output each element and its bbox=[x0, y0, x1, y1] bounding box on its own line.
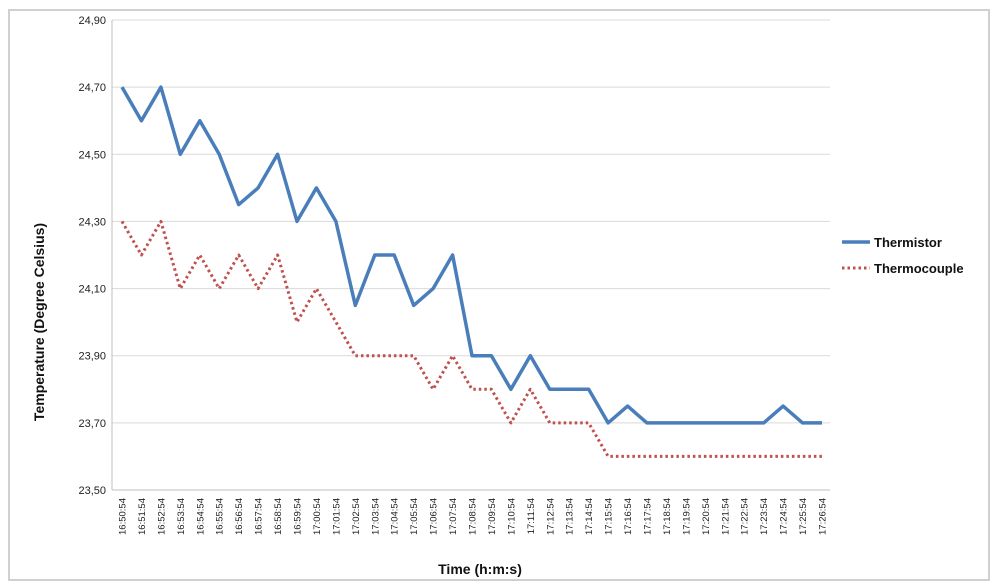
series-line-thermistor bbox=[120, 85, 822, 425]
y-axis-ticks: 23,50 23,70 23,90 24,10 24,30 24,50 24,70 24,90 bbox=[78, 15, 106, 497]
x-tick-label: 17:09:54 bbox=[487, 498, 498, 535]
x-tick-label: 17:26:54 bbox=[818, 498, 829, 535]
series-line-thermocouple bbox=[120, 219, 822, 458]
y-tick-label: 24,30 bbox=[78, 216, 106, 228]
x-tick-label: 17:06:54 bbox=[429, 498, 440, 535]
x-tick-label: 17:19:54 bbox=[681, 498, 692, 535]
x-tick-label: 17:22:54 bbox=[740, 498, 751, 535]
x-tick-label: 17:15:54 bbox=[604, 498, 615, 535]
y-tick-label: 24,90 bbox=[78, 15, 106, 27]
x-tick-label: 17:23:54 bbox=[759, 498, 770, 535]
y-tick-label: 23,50 bbox=[78, 485, 106, 497]
y-tick-label: 23,90 bbox=[78, 351, 106, 363]
x-tick-label: 16:59:54 bbox=[293, 498, 304, 535]
x-tick-label: 16:58:54 bbox=[273, 498, 284, 535]
x-tick-label: 17:17:54 bbox=[643, 498, 654, 535]
x-tick-label: 17:07:54 bbox=[448, 498, 459, 535]
x-tick-label: 17:08:54 bbox=[468, 498, 479, 535]
y-axis-title: Temperature (Degree Celsius) bbox=[31, 223, 47, 421]
x-tick-label: 17:25:54 bbox=[798, 498, 809, 535]
x-tick-label: 17:24:54 bbox=[779, 498, 790, 535]
x-tick-label: 17:12:54 bbox=[545, 498, 556, 535]
x-tick-label: 16:50:54 bbox=[118, 498, 129, 535]
x-tick-label: 17:02:54 bbox=[351, 498, 362, 535]
x-tick-label: 17:04:54 bbox=[390, 498, 401, 535]
x-axis-title: Time (h:m:s) bbox=[438, 561, 522, 577]
y-tick-label: 24,70 bbox=[78, 82, 106, 94]
x-tick-label: 17:20:54 bbox=[701, 498, 712, 535]
x-tick-label: 17:01:54 bbox=[331, 498, 342, 535]
x-tick-label: 17:18:54 bbox=[662, 498, 673, 535]
x-tick-label: 16:54:54 bbox=[195, 498, 206, 535]
x-axis-ticks: 16:50:54 16:51:54 16:52:54 16:53:54 16:54:54… bbox=[118, 498, 829, 535]
legend: Thermistor Thermocouple bbox=[842, 235, 964, 276]
x-tick-label: 17:14:54 bbox=[584, 498, 595, 535]
x-tick-label: 17:21:54 bbox=[720, 498, 731, 535]
chart-frame bbox=[8, 9, 990, 581]
x-tick-label: 17:10:54 bbox=[506, 498, 517, 535]
legend-label: Thermocouple bbox=[874, 261, 964, 276]
x-tick-label: 17:03:54 bbox=[370, 498, 381, 535]
x-tick-label: 17:00:54 bbox=[312, 498, 323, 535]
x-tick-label: 16:56:54 bbox=[234, 498, 245, 535]
x-tick-label: 16:52:54 bbox=[156, 498, 167, 535]
y-tick-label: 23,70 bbox=[78, 418, 106, 430]
x-tick-label: 17:16:54 bbox=[623, 498, 634, 535]
x-tick-label: 17:11:54 bbox=[526, 498, 537, 534]
series-group bbox=[120, 85, 823, 458]
x-tick-label: 16:51:54 bbox=[137, 498, 148, 535]
legend-label: Thermistor bbox=[874, 235, 942, 250]
x-tick-label: 16:53:54 bbox=[176, 498, 187, 535]
y-tick-label: 24,10 bbox=[78, 284, 106, 296]
x-tick-label: 16:55:54 bbox=[215, 498, 226, 535]
x-tick-label: 16:57:54 bbox=[254, 498, 265, 535]
x-tick-label: 17:13:54 bbox=[565, 498, 576, 535]
y-tick-label: 24,50 bbox=[78, 149, 106, 161]
x-tick-label: 17:05:54 bbox=[409, 498, 420, 535]
gridlines bbox=[111, 19, 830, 491]
